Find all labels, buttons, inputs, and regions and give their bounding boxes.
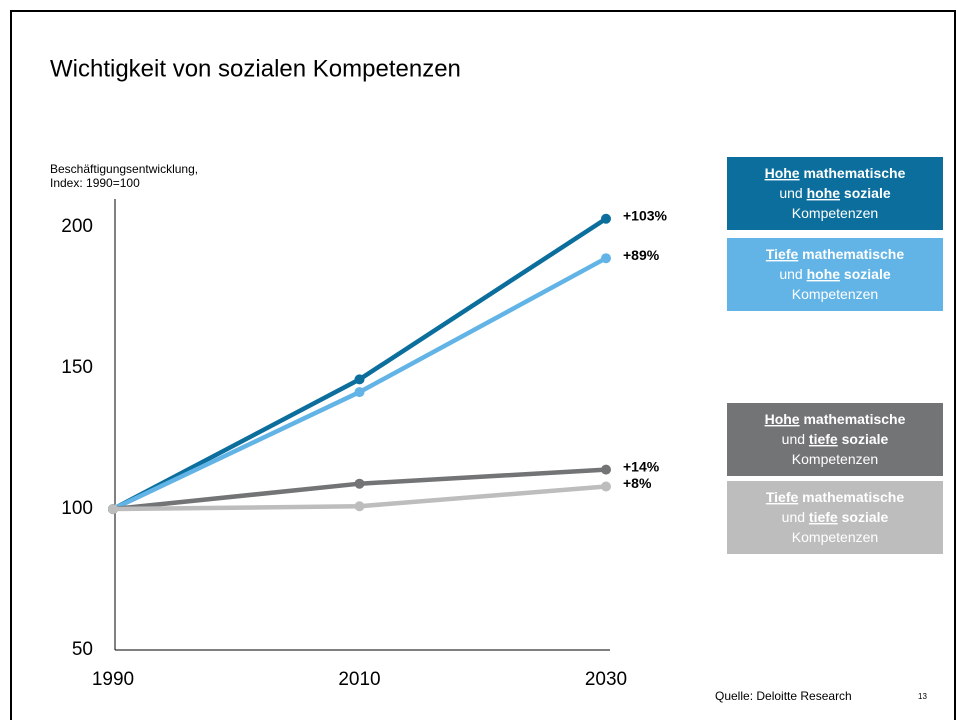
legend-segment: hohe	[807, 185, 841, 201]
legend-segment: soziale	[840, 266, 891, 282]
legend-segment: mathematische	[798, 489, 904, 505]
legend-text: und tiefe soziale	[782, 431, 889, 447]
end-label: +89%	[623, 247, 660, 263]
legend-segment: mathematische	[798, 246, 904, 262]
legend-segment: soziale	[838, 431, 889, 447]
legend-box	[727, 238, 943, 311]
x-tick-label: 2030	[585, 669, 627, 690]
chart-title: Wichtigkeit von sozialen Kompetenzen	[50, 55, 461, 82]
data-point	[354, 501, 365, 512]
legend-text: und hohe soziale	[779, 185, 890, 201]
legend-segment: Kompetenzen	[792, 286, 878, 302]
slide-frame	[10, 10, 956, 720]
y-tick-label: 150	[61, 357, 93, 378]
y-tick-label: 100	[61, 498, 93, 519]
legend-box	[727, 157, 943, 230]
legend-segment: Hohe	[765, 411, 800, 427]
legend-segment: und	[782, 509, 809, 525]
legend-segment: hohe	[807, 266, 841, 282]
legend-text: Tiefe mathematische	[766, 246, 904, 262]
data-point	[108, 504, 118, 515]
legend-segment: Kompetenzen	[792, 529, 878, 545]
legend-box	[727, 481, 943, 554]
x-tick-label: 2010	[338, 669, 380, 690]
legend-segment: tiefe	[809, 509, 838, 525]
legend-text: Hohe mathematische	[765, 411, 906, 427]
legend-text: Kompetenzen	[792, 529, 878, 545]
legend-segment: mathematische	[800, 411, 906, 427]
legend-segment: und	[782, 431, 809, 447]
y-tick-label: 50	[72, 639, 93, 660]
y-tick-label: 200	[61, 216, 93, 237]
legend-segment: Tiefe	[766, 246, 799, 262]
legend-segment: Kompetenzen	[792, 451, 878, 467]
series-line	[111, 216, 608, 512]
legend-segment: soziale	[840, 185, 891, 201]
legend-text: Kompetenzen	[792, 205, 878, 221]
legend-text: und tiefe soziale	[782, 509, 889, 525]
data-point	[354, 387, 365, 398]
legend-segment: und	[779, 185, 806, 201]
legend-text: Hohe mathematische	[765, 165, 906, 181]
data-point	[601, 464, 611, 475]
axis-label: Beschäftigungsentwicklung,	[50, 162, 198, 176]
end-label: +8%	[623, 475, 652, 491]
end-label: +103%	[623, 207, 668, 223]
legend-text: Kompetenzen	[792, 286, 878, 302]
x-tick-label: 1990	[92, 669, 134, 690]
data-point	[601, 253, 611, 264]
end-label: +14%	[623, 458, 660, 474]
legend-segment: Kompetenzen	[792, 205, 878, 221]
page-number: 13	[918, 692, 927, 701]
legend-segment: soziale	[838, 509, 889, 525]
legend-text: Kompetenzen	[792, 451, 878, 467]
axis-label: Index: 1990=100	[50, 176, 140, 190]
data-point	[354, 478, 365, 489]
legend-segment: mathematische	[800, 165, 906, 181]
data-point	[601, 481, 611, 492]
legend-segment: tiefe	[809, 431, 838, 447]
data-point	[354, 374, 365, 385]
legend-segment: Hohe	[765, 165, 800, 181]
legend-text: und hohe soziale	[779, 266, 890, 282]
data-point	[601, 213, 611, 224]
legend-box	[727, 403, 943, 476]
legend-text: Tiefe mathematische	[766, 489, 904, 505]
legend-segment: und	[779, 266, 806, 282]
source: Quelle: Deloitte Research	[715, 689, 852, 703]
legend-segment: Tiefe	[766, 489, 799, 505]
